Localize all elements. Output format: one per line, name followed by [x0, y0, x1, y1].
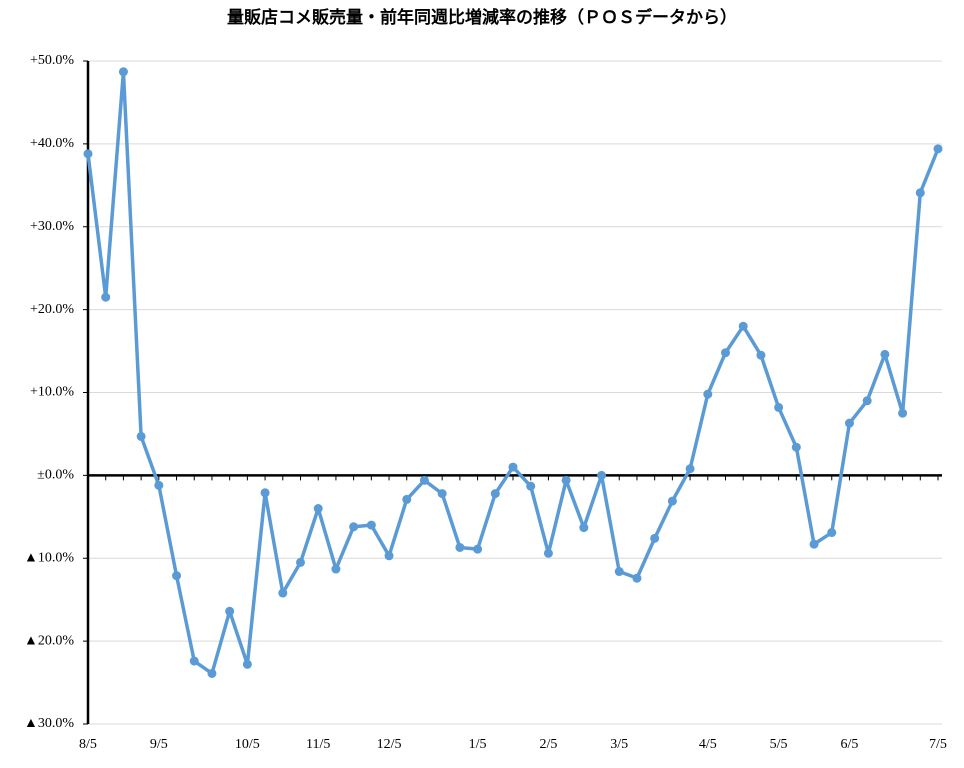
chart-title: 量販店コメ販売量・前年同週比増減率の推移（ＰＯＳデータから） — [227, 7, 737, 28]
data-point — [154, 480, 164, 490]
data-point — [101, 292, 111, 302]
data-point — [473, 544, 483, 554]
y-tick-label: ±0.0% — [37, 468, 74, 483]
y-tick-label: +40.0% — [30, 136, 74, 151]
y-tick-label: ▲30.0% — [24, 716, 74, 731]
y-tick-label: ▲20.0% — [24, 633, 74, 648]
data-point — [933, 144, 943, 154]
data-point — [366, 520, 376, 530]
data-point — [827, 528, 837, 538]
x-tick-label: 11/5 — [306, 737, 330, 752]
data-point — [225, 606, 235, 616]
data-point — [490, 489, 500, 499]
x-tick-label: 4/5 — [699, 737, 717, 752]
data-point — [880, 349, 890, 359]
data-point — [915, 188, 925, 198]
data-point — [898, 408, 908, 418]
data-point — [402, 494, 412, 504]
series-line — [86, 70, 940, 676]
data-point — [685, 464, 695, 474]
y-tick-label: +20.0% — [30, 302, 74, 317]
data-point — [189, 656, 199, 666]
data-point — [172, 571, 182, 581]
y-tick-label: ▲10.0% — [24, 550, 74, 565]
data-point — [83, 149, 93, 159]
y-tick-label: +50.0% — [30, 53, 74, 68]
y-tick-label: +30.0% — [30, 219, 74, 234]
data-point — [136, 431, 146, 441]
x-tick-label: 6/5 — [841, 737, 859, 752]
data-point — [419, 475, 429, 485]
data-point — [331, 564, 341, 574]
data-point — [632, 573, 642, 583]
data-point — [118, 67, 128, 77]
x-tick-label: 8/5 — [79, 737, 97, 752]
data-point — [242, 659, 252, 669]
data-point — [756, 350, 766, 360]
data-point — [597, 470, 607, 480]
data-point — [455, 542, 465, 552]
data-point — [579, 523, 589, 533]
data-point — [508, 462, 518, 472]
x-tick-label: 12/5 — [377, 737, 402, 752]
data-point — [296, 557, 305, 567]
data-point — [809, 539, 819, 549]
data-point — [526, 481, 536, 491]
x-tick-label: 2/5 — [539, 737, 557, 752]
data-point — [561, 475, 571, 485]
data-point — [313, 504, 323, 514]
data-point — [721, 348, 730, 358]
data-point — [667, 496, 677, 506]
data-point — [614, 567, 624, 577]
data-point — [738, 321, 748, 331]
x-tick-label: 9/5 — [150, 737, 168, 752]
x-tick-label: 7/5 — [929, 737, 947, 752]
data-point — [207, 668, 217, 678]
data-point — [650, 533, 660, 543]
data-point — [791, 442, 801, 452]
data-point — [703, 389, 713, 399]
data-point — [774, 402, 784, 412]
data-point — [543, 548, 553, 558]
data-point — [260, 488, 270, 498]
data-point — [437, 489, 447, 499]
data-point — [278, 588, 288, 598]
data-point — [844, 418, 854, 428]
data-point — [862, 396, 872, 406]
y-tick-label: +10.0% — [30, 385, 74, 400]
data-point — [384, 551, 394, 561]
x-tick-label: 3/5 — [610, 737, 628, 752]
x-tick-label: 1/5 — [469, 737, 487, 752]
data-point — [349, 522, 359, 532]
x-tick-label: 5/5 — [770, 737, 788, 752]
x-tick-label: 10/5 — [235, 737, 260, 752]
